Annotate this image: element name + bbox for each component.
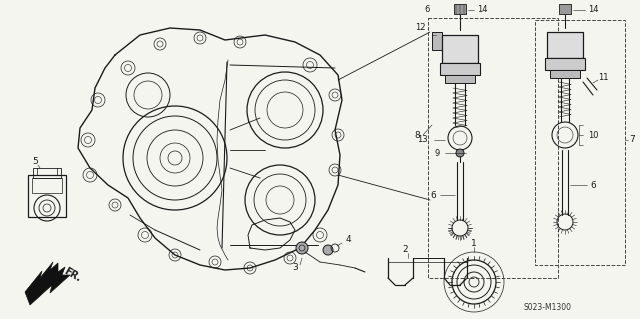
Bar: [535, 20, 625, 265]
Bar: [440, 63, 480, 75]
Text: 6: 6: [430, 190, 436, 199]
Circle shape: [456, 149, 464, 157]
Bar: [442, 35, 478, 63]
Text: 6: 6: [590, 181, 596, 189]
Bar: [32, 178, 62, 193]
Text: 5: 5: [32, 158, 38, 167]
Text: 9: 9: [435, 149, 440, 158]
Circle shape: [296, 242, 308, 254]
Bar: [545, 58, 585, 70]
Bar: [454, 4, 466, 14]
Text: 4: 4: [345, 235, 351, 244]
Circle shape: [323, 245, 333, 255]
Text: 3: 3: [292, 263, 298, 272]
Text: 1: 1: [471, 239, 477, 248]
Text: FR.: FR.: [61, 266, 83, 284]
Bar: [559, 4, 571, 14]
Bar: [432, 32, 442, 50]
Bar: [428, 18, 558, 278]
Bar: [33, 168, 61, 178]
Bar: [445, 75, 475, 83]
Text: S023-M1300: S023-M1300: [524, 303, 572, 313]
Text: 6: 6: [424, 5, 430, 14]
Bar: [28, 175, 66, 217]
Text: 2: 2: [402, 246, 408, 255]
Text: 12: 12: [415, 24, 426, 33]
Text: 11: 11: [598, 73, 608, 83]
Polygon shape: [25, 262, 70, 305]
Text: 14: 14: [588, 5, 598, 14]
Text: 13: 13: [417, 136, 428, 145]
Bar: [550, 70, 580, 78]
Text: 8: 8: [414, 130, 420, 139]
Text: 10: 10: [588, 130, 598, 139]
Bar: [547, 32, 583, 58]
Text: 7: 7: [629, 136, 635, 145]
Text: 14: 14: [477, 5, 487, 14]
